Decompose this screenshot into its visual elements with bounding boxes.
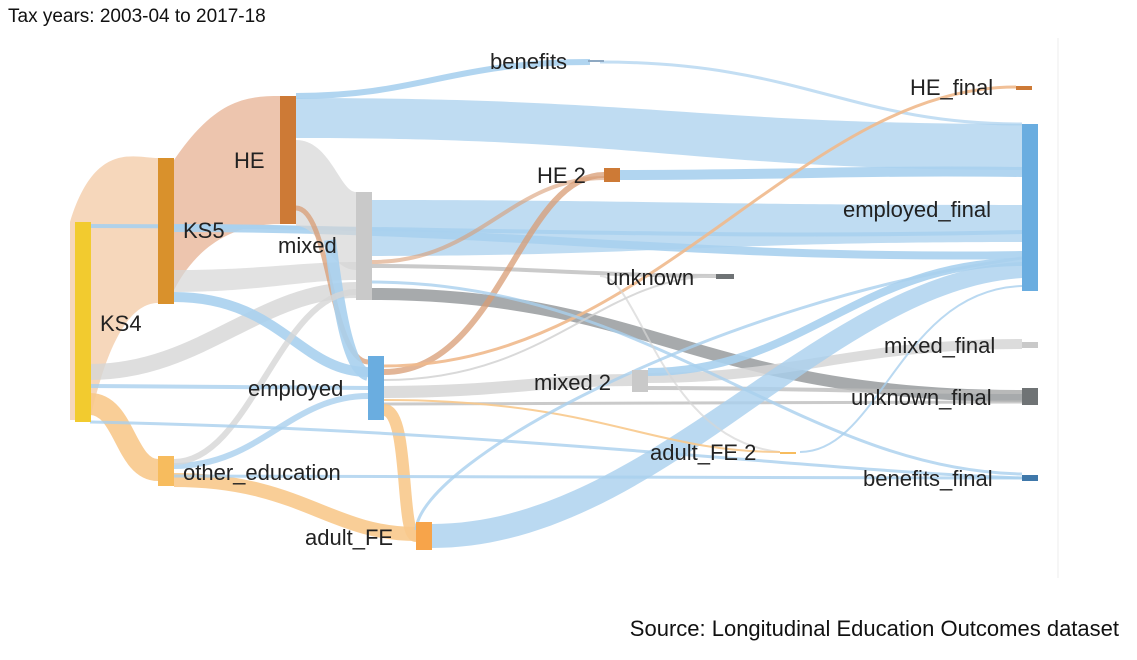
source-note: Source: Longitudinal Education Outcomes …	[629, 616, 1119, 641]
link-he-employed-final	[296, 98, 1022, 170]
label-he2: HE 2	[537, 163, 586, 188]
link-he-benefits	[295, 59, 591, 99]
node-he2	[604, 168, 620, 182]
label-ks4: KS4	[100, 311, 142, 336]
link-ks4-benefits-final	[89, 420, 1023, 480]
label-employed: employed	[248, 376, 343, 401]
link-employed-he-final	[383, 85, 1017, 368]
node-he	[280, 96, 296, 224]
label-employed-final: employed_final	[843, 197, 991, 222]
node-mixed2	[632, 370, 648, 392]
link-ks4-mixed	[89, 282, 357, 380]
node-ks5	[158, 158, 174, 304]
link-adultfe-employed	[414, 256, 1023, 531]
link-othered-benefits-final	[173, 474, 1023, 480]
sankey-nodes	[75, 60, 1038, 550]
node-benefits	[588, 60, 604, 62]
link-ks5-mixed	[174, 262, 356, 292]
label-mixed: mixed	[278, 233, 337, 258]
node-employed	[368, 356, 384, 420]
link-he2-employed-final	[619, 166, 1023, 180]
link-ks5-employed	[173, 292, 369, 377]
label-unknown: unknown	[606, 265, 694, 290]
link-mixed2-mixed-final	[647, 339, 1023, 383]
link-ks5-he	[174, 96, 280, 290]
link-mixed2-unknown-final	[647, 386, 1023, 394]
label-adult-fe: adult_FE	[305, 525, 393, 550]
link-ks4-ks5	[70, 156, 158, 420]
node-unknown	[716, 274, 734, 279]
label-mixed2: mixed 2	[534, 370, 611, 395]
node-ks4	[75, 222, 91, 422]
label-mixed-final: mixed_final	[884, 333, 995, 358]
link-othered-mixed	[173, 289, 357, 465]
label-ks5: KS5	[183, 218, 225, 243]
link-adultfe2-employed-final	[799, 285, 1023, 453]
link-adultfe-employed-final	[432, 262, 1022, 548]
node-adultfe2	[780, 452, 796, 454]
node-employed-final	[1022, 124, 1038, 291]
node-benefits-final	[1022, 475, 1038, 481]
label-unknown-final: unknown_final	[851, 385, 992, 410]
node-mixed	[356, 192, 372, 300]
link-ks4-othered	[88, 393, 160, 481]
link-ks4-employed	[89, 384, 369, 390]
link-mixed-benefits-final	[371, 280, 1023, 476]
label-adultfe2: adult_FE 2	[650, 440, 756, 465]
link-othered-adultfe	[173, 473, 417, 541]
link-employed-adultfe2	[383, 399, 781, 453]
link-benefits-employed-final	[599, 60, 1023, 126]
node-unknown-final	[1022, 388, 1038, 405]
link-ks4-employed-final	[89, 224, 1023, 237]
link-employed-adultfe	[381, 404, 420, 542]
chart-header: Tax years: 2003-04 to 2017-18	[8, 6, 266, 27]
label-benefits-final: benefits_final	[863, 466, 993, 491]
link-othered-employed	[173, 393, 369, 469]
link-employed-mixed2	[383, 374, 633, 398]
link-employed-unknown	[383, 275, 719, 381]
label-other-education: other_education	[183, 460, 341, 485]
link-he-mixed	[296, 140, 356, 270]
link-mixed-he2	[371, 176, 605, 264]
node-he-final	[1016, 86, 1032, 90]
sankey-labels: KS4 KS5 HE mixed employed other_educatio…	[100, 49, 995, 550]
link-mixed-employed	[324, 239, 371, 381]
label-he-final: HE_final	[910, 75, 993, 100]
node-adult-fe	[416, 522, 432, 550]
link-mixed-unknown	[371, 264, 719, 278]
node-mixed-final	[1022, 342, 1038, 348]
node-other-education	[158, 456, 174, 486]
label-he: HE	[234, 148, 265, 173]
sankey-links	[70, 59, 1023, 548]
label-benefits: benefits	[490, 49, 567, 74]
